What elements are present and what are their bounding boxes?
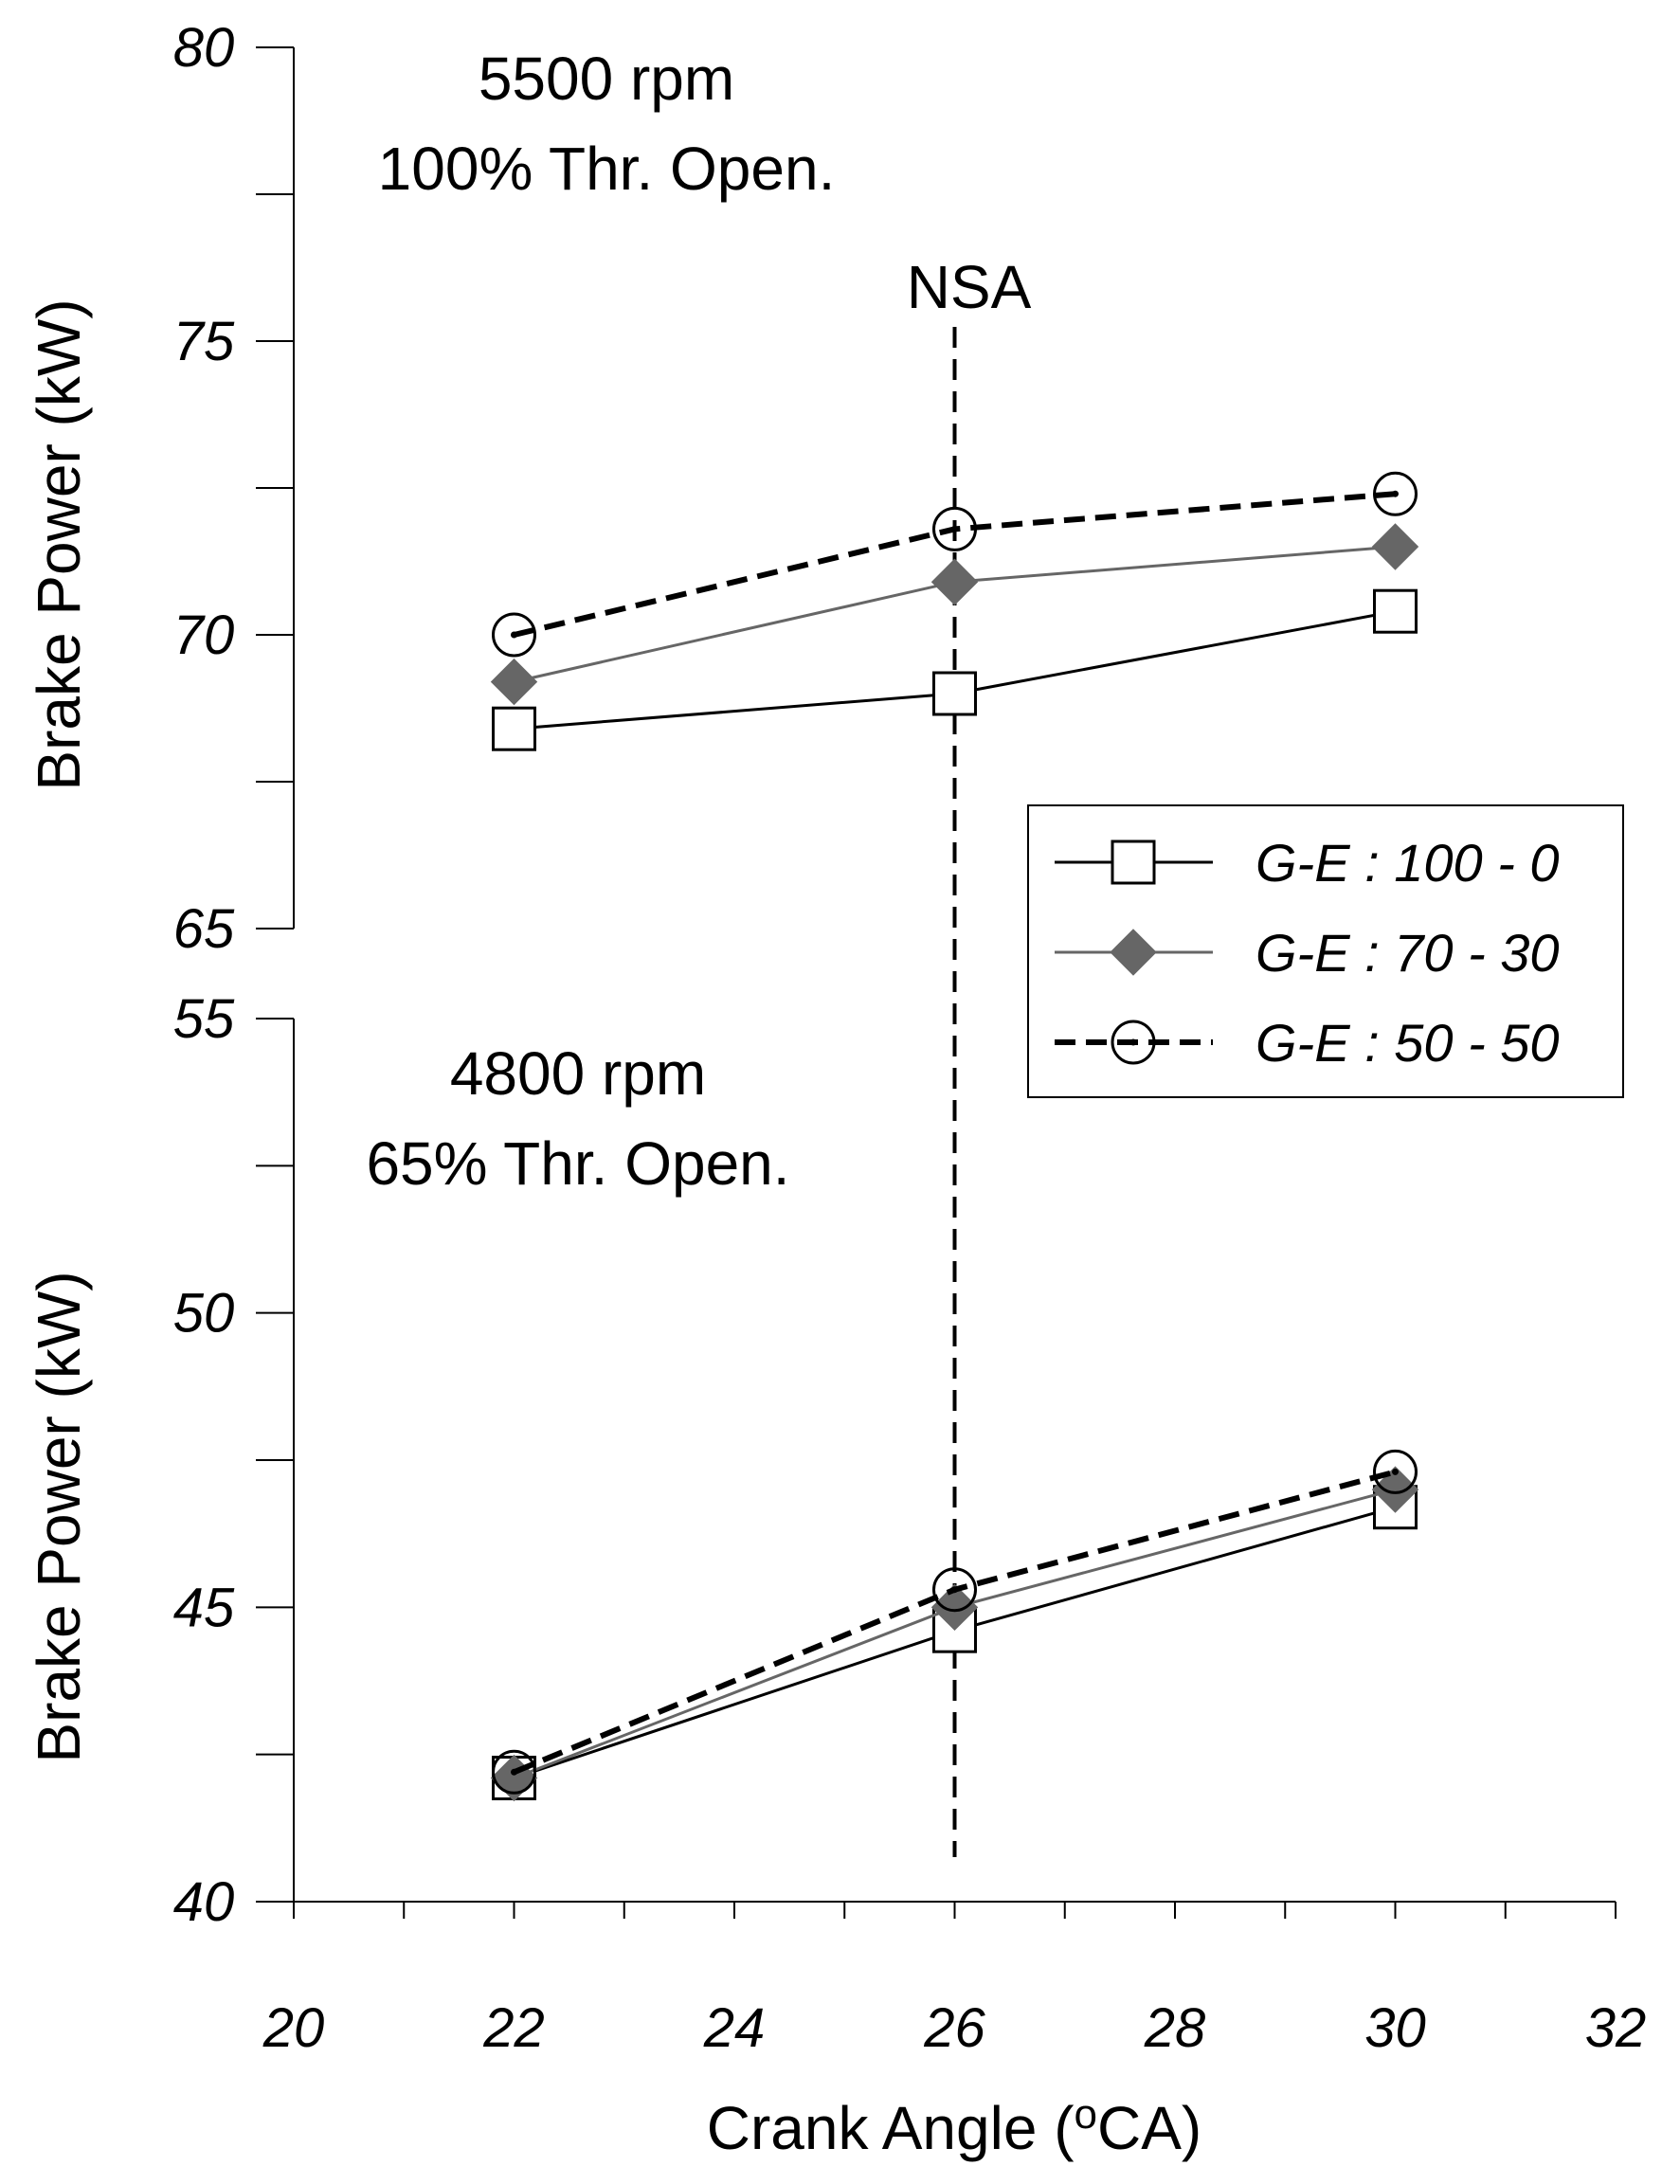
y-tick-label: 40 (173, 1871, 235, 1933)
diamond-marker (930, 1583, 979, 1632)
x-tick-label: 28 (1144, 1997, 1206, 2059)
circle-marker (932, 1567, 977, 1613)
legend-label: G-E : 50 - 50 (1255, 1013, 1560, 1073)
circle-marker-dot (1392, 1468, 1399, 1475)
circle-marker-dot (1392, 490, 1399, 497)
series-layer (490, 471, 1419, 1802)
nsa-label: NSA (907, 253, 1032, 321)
circle-marker (492, 1749, 536, 1795)
condition-annotation: 4800 rpm (450, 1039, 706, 1108)
circle-marker-dot (511, 631, 517, 639)
legend-label: G-E : 100 - 0 (1255, 833, 1560, 893)
x-tick-label: 32 (1585, 1997, 1647, 2059)
diamond-marker (1110, 929, 1157, 976)
diamond-marker (490, 658, 538, 706)
y-tick-label: 70 (173, 605, 235, 666)
y-axis-title: Brake Power (kW) (25, 298, 93, 790)
y-tick-label: 55 (173, 988, 235, 1050)
x-tick-label: 26 (923, 1997, 985, 2059)
circle-marker (932, 506, 977, 551)
x-axis-title: Crank Angle (oCA) (707, 2091, 1201, 2162)
diamond-marker (930, 558, 979, 605)
x-tick-label: 30 (1364, 1997, 1426, 2059)
square-marker (1111, 839, 1156, 885)
circle-marker (1373, 471, 1418, 516)
circle-marker (492, 612, 536, 658)
x-tick-label: 20 (262, 1997, 325, 2059)
y-tick-label: 75 (173, 311, 235, 372)
x-tick-label: 22 (482, 1997, 545, 2059)
legend-label: G-E : 70 - 30 (1255, 923, 1560, 983)
circle-marker-dot (1129, 1038, 1137, 1046)
circle-marker-dot (951, 1586, 958, 1594)
condition-annotation: 65% Thr. Open. (366, 1129, 789, 1198)
y-tick-label: 65 (173, 898, 235, 960)
square-marker (1373, 588, 1418, 634)
legend: G-E : 100 - 0 G-E : 70 - 30 G-E : 50 - 50 (1027, 804, 1624, 1098)
y-axis-title: Brake Power (kW) (25, 1271, 93, 1762)
diamond-marker (1371, 523, 1419, 570)
condition-annotation: 100% Thr. Open. (378, 135, 836, 203)
y-tick-label: 45 (173, 1577, 235, 1638)
circle-marker-dot (951, 525, 958, 532)
circle-marker-dot (511, 1768, 517, 1776)
diamond-marker (1371, 1466, 1419, 1513)
text-layer: 20 22 24 26 28 30 32 Crank Angle (oCA) 65 70 75 80 B… (25, 17, 1646, 2162)
circle-marker (1373, 1449, 1418, 1494)
x-tick-label: 24 (703, 1997, 766, 2059)
y-tick-label: 80 (173, 17, 235, 79)
condition-annotation: 5500 rpm (479, 45, 734, 113)
y-tick-label: 50 (173, 1283, 235, 1345)
square-marker (932, 671, 977, 716)
axes-layer (256, 46, 1617, 1919)
square-marker (492, 706, 536, 751)
circle-marker (1111, 1020, 1156, 1065)
